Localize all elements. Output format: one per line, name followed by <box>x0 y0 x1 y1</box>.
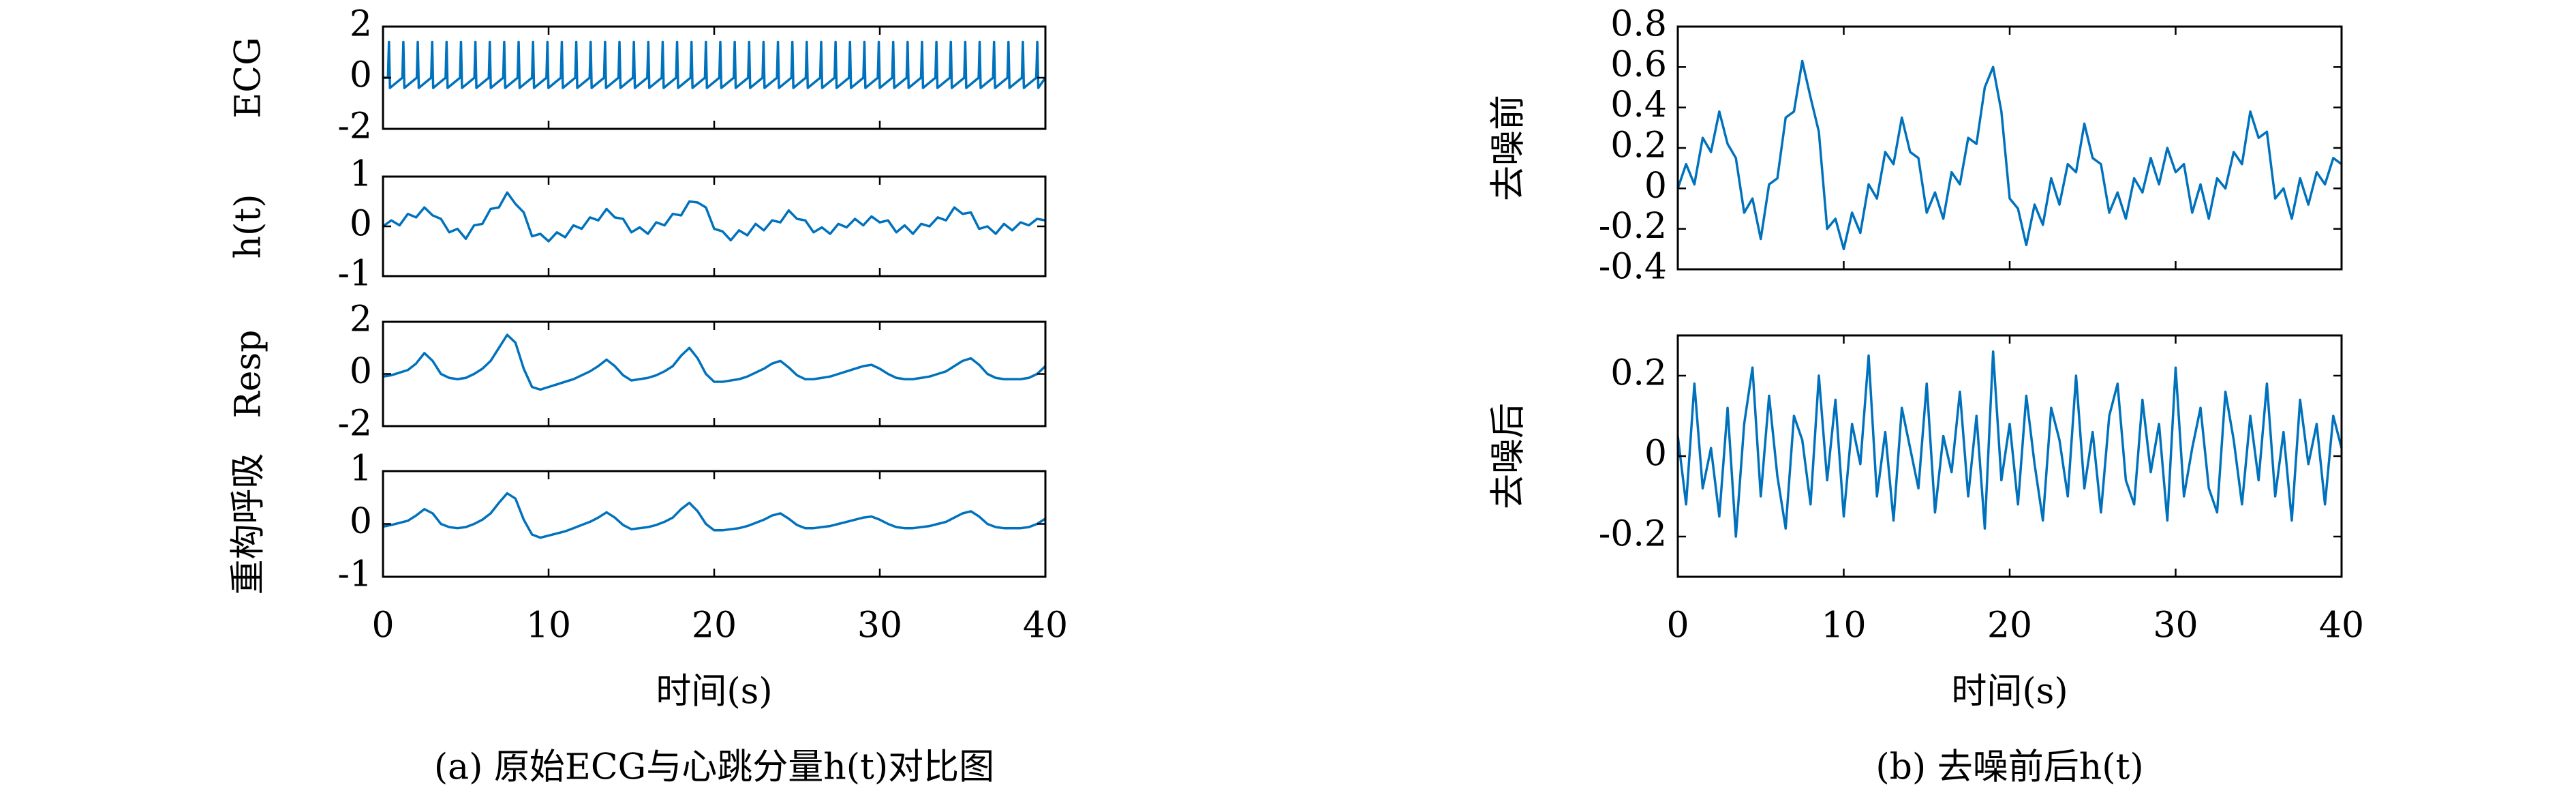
y-tick-label: 0 <box>1644 166 1667 207</box>
y-tick-label: -2 <box>337 404 372 445</box>
y-tick-label: -0.2 <box>1599 514 1667 555</box>
x-tick-label: 10 <box>1821 605 1866 646</box>
y-tick-label: 0 <box>350 501 372 542</box>
x-tick-label: 40 <box>2319 605 2364 646</box>
x-tick-label: 10 <box>526 605 571 646</box>
y-tick-label: -0.4 <box>1599 247 1667 288</box>
x-tick-label: 0 <box>371 605 394 646</box>
x-tick-label: 30 <box>857 605 902 646</box>
y-axis-label: ECG <box>228 37 269 118</box>
axes-frame <box>382 25 1047 130</box>
axes-frame <box>382 320 1047 427</box>
y-axis-label: 重构呼吸 <box>228 453 269 595</box>
y-tick-label: 1 <box>350 154 372 195</box>
y-tick-label: 0.8 <box>1610 4 1667 45</box>
y-axis-label: h(t) <box>228 194 269 259</box>
y-tick-label: -2 <box>337 106 372 147</box>
caption: (b) 去噪前后h(t) <box>1875 747 2143 788</box>
y-tick-label: 0.6 <box>1610 44 1667 85</box>
y-axis-label: 去噪前 <box>1488 95 1529 201</box>
y-tick-label: 0.4 <box>1610 85 1667 125</box>
signal-line <box>382 191 1046 243</box>
y-tick-label: 1 <box>350 449 372 490</box>
axes-frame <box>1676 334 2343 578</box>
x-tick-label: 30 <box>2153 605 2198 646</box>
x-tick-label: 0 <box>1666 605 1689 646</box>
x-axis-label: 时间(s) <box>656 672 772 712</box>
x-axis-label: 时间(s) <box>1951 672 2068 712</box>
y-tick-label: 0 <box>350 204 372 245</box>
x-tick-label: 40 <box>1023 605 1068 646</box>
y-tick-label: 2 <box>350 299 372 340</box>
y-tick-label: 0 <box>350 351 372 392</box>
y-tick-label: 0 <box>350 55 372 96</box>
y-tick-label: -1 <box>337 254 372 295</box>
y-axis-label: 去噪后 <box>1488 403 1529 509</box>
signal-line <box>1676 59 2343 251</box>
signal-line <box>383 40 1047 89</box>
axes-frame <box>382 470 1047 578</box>
y-axis-label: Resp <box>228 330 269 419</box>
x-tick-label: 20 <box>692 605 737 646</box>
y-tick-label: 0 <box>1644 434 1667 475</box>
y-tick-label: 0.2 <box>1610 353 1667 394</box>
y-tick-label: 2 <box>350 4 372 45</box>
signal-line <box>1676 350 2343 538</box>
signal-line <box>382 333 1047 391</box>
signal-line <box>382 492 1046 539</box>
x-tick-label: 20 <box>1987 605 2032 646</box>
y-tick-label: -0.2 <box>1599 206 1667 247</box>
y-tick-label: 0.2 <box>1610 125 1667 166</box>
y-tick-label: -1 <box>337 554 372 595</box>
axes-frame <box>1676 25 2343 271</box>
caption: (a) 原始ECG与心跳分量h(t)对比图 <box>434 747 994 788</box>
